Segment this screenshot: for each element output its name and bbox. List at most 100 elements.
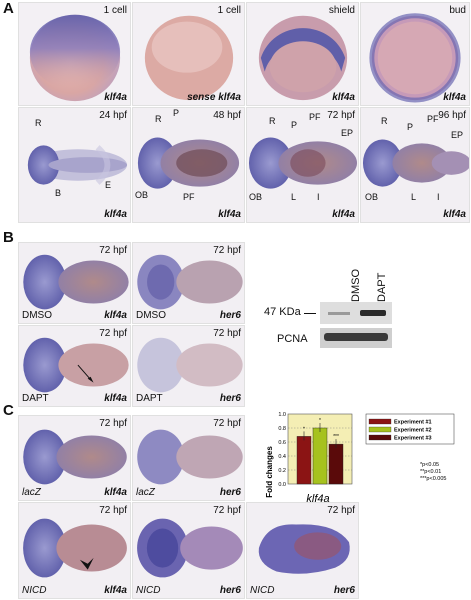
mark-EP: EP — [451, 130, 464, 140]
chart-ylabel: Fold changes — [265, 446, 274, 498]
y-tick-label-5: 1.0 — [278, 412, 286, 418]
stage-label: 1 cell — [217, 5, 241, 16]
bar-1 — [296, 436, 312, 485]
legend-swatch-3 — [368, 434, 392, 441]
stage-label: shield — [328, 5, 355, 16]
mark-EP: EP — [341, 128, 354, 138]
mark-PF: PF — [309, 112, 321, 122]
embryo-image-bud-klf4a: bud klf4a — [360, 2, 470, 106]
probe-label: klf4a — [104, 393, 127, 404]
legend-swatch-2 — [368, 426, 392, 433]
embryo-image-dmso-her6: 72 hpf DMSO her6 — [132, 242, 245, 324]
panel-letter-a: A — [3, 0, 14, 17]
stage-label: 72 hpf — [99, 505, 127, 516]
embryo-image-72hpf: R P PF EP OB L I 72 hpf klf4a — [246, 107, 359, 223]
mark-OB: OB — [135, 190, 149, 200]
mark-I: I — [437, 192, 440, 202]
legend-label-3: Experiment #3 — [394, 436, 432, 442]
probe-label: sense klf4a — [187, 92, 241, 103]
mark-P: P — [291, 120, 298, 130]
band-dmso — [328, 312, 350, 315]
sig-note-3: ***p<0.005 — [420, 476, 446, 482]
stage-label: 72 hpf — [213, 505, 241, 516]
stage-label: 72 hpf — [213, 245, 241, 256]
panel-letter-c: C — [3, 402, 14, 419]
bar-2 — [312, 427, 328, 485]
treatment-label: DMSO — [136, 310, 166, 321]
y-tick-label-0: 0.0 — [278, 482, 286, 488]
fold-change-chart: Fold changes 0.00.20.40.60.81.0***** klf… — [265, 412, 455, 505]
probe-label: klf4a — [218, 209, 241, 220]
legend-label-1: Experiment #1 — [394, 420, 432, 426]
stage-label: 72 hpf — [213, 328, 241, 339]
probe-label: klf4a — [332, 92, 355, 103]
probe-label: klf4a — [443, 92, 466, 103]
band-dapt — [360, 310, 386, 316]
mark-L: L — [291, 192, 297, 202]
mark-OB: OB — [365, 192, 379, 202]
probe-label: klf4a — [104, 209, 127, 220]
y-tick-label-1: 0.2 — [278, 468, 286, 474]
significance-label-3: *** — [333, 434, 339, 440]
legend-label-2: Experiment #2 — [394, 428, 432, 434]
stage-label: 72 hpf — [99, 328, 127, 339]
mark-P: P — [173, 108, 180, 118]
mark-R: R — [35, 118, 42, 128]
probe-label: her6 — [333, 585, 355, 596]
probe-label: klf4a — [443, 209, 466, 220]
bar-3 — [328, 443, 344, 485]
treatment-label: DMSO — [22, 310, 52, 321]
embryo-image-1cell-sense: 1 cell sense klf4a — [132, 2, 245, 106]
treatment-label: lacZ — [136, 487, 155, 498]
mark-I: I — [317, 192, 320, 202]
band-label-pcna: PCNA — [277, 333, 308, 345]
treatment-label: DAPT — [22, 393, 49, 404]
mark-PF: PF — [183, 192, 195, 202]
y-tick-label-2: 0.4 — [278, 454, 286, 460]
treatment-label: NICD — [22, 585, 47, 596]
embryo-image-24hpf: R B E 24 hpf klf4a — [18, 107, 131, 223]
embryo-image-dapt-klf4a: 72 hpf DAPT klf4a — [18, 325, 131, 407]
probe-label: her6 — [219, 393, 241, 404]
probe-label: her6 — [219, 585, 241, 596]
embryo-image-shield-klf4a: shield klf4a — [246, 2, 359, 106]
mark-OB: OB — [249, 192, 263, 202]
blot-strip-lower — [320, 328, 392, 348]
band-tick — [304, 313, 316, 314]
probe-label: klf4a — [104, 92, 127, 103]
probe-label: klf4a — [104, 487, 127, 498]
embryo-image-lacz-her6: 72 hpf lacZ her6 — [132, 415, 245, 501]
significance-label-1: * — [303, 426, 305, 432]
embryo-image-1cell-klf4a: 1 cell klf4a — [18, 2, 131, 106]
stage-label: 96 hpf — [438, 110, 466, 121]
embryo-image-nicd-her6-a: 72 hpf NICD her6 — [132, 502, 245, 599]
blot-strip-upper — [320, 302, 392, 324]
stage-label: 24 hpf — [99, 110, 127, 121]
y-tick-label-4: 0.8 — [278, 426, 286, 432]
stage-label: 1 cell — [103, 5, 127, 16]
treatment-label: NICD — [136, 585, 161, 596]
embryo-image-96hpf: R P PF EP OB L I 96 hpf klf4a — [360, 107, 470, 223]
embryo-image-nicd-her6-b: 72 hpf NICD her6 — [246, 502, 359, 599]
mark-R: R — [381, 116, 388, 126]
mark-R: R — [155, 114, 162, 124]
embryo-image-lacz-klf4a: 72 hpf lacZ klf4a — [18, 415, 131, 501]
stage-label: 72 hpf — [99, 418, 127, 429]
lane-label-dapt: DAPT — [376, 272, 388, 302]
probe-label: klf4a — [104, 310, 127, 321]
mark-B: B — [55, 188, 62, 198]
stage-label: 72 hpf — [213, 418, 241, 429]
stage-label: 72 hpf — [327, 505, 355, 516]
probe-label: her6 — [219, 310, 241, 321]
probe-label: klf4a — [332, 209, 355, 220]
embryo-image-48hpf: R P OB PF 48 hpf klf4a — [132, 107, 245, 223]
embryo-image-dmso-klf4a: 72 hpf DMSO klf4a — [18, 242, 131, 324]
mark-P: P — [407, 122, 414, 132]
stage-label: 72 hpf — [99, 245, 127, 256]
band-pcna — [324, 333, 388, 341]
mark-E: E — [105, 180, 112, 190]
stage-label: bud — [449, 5, 466, 16]
mark-PF: PF — [427, 114, 439, 124]
legend-swatch-1 — [368, 418, 392, 425]
lane-label-dmso: DMSO — [350, 269, 362, 302]
